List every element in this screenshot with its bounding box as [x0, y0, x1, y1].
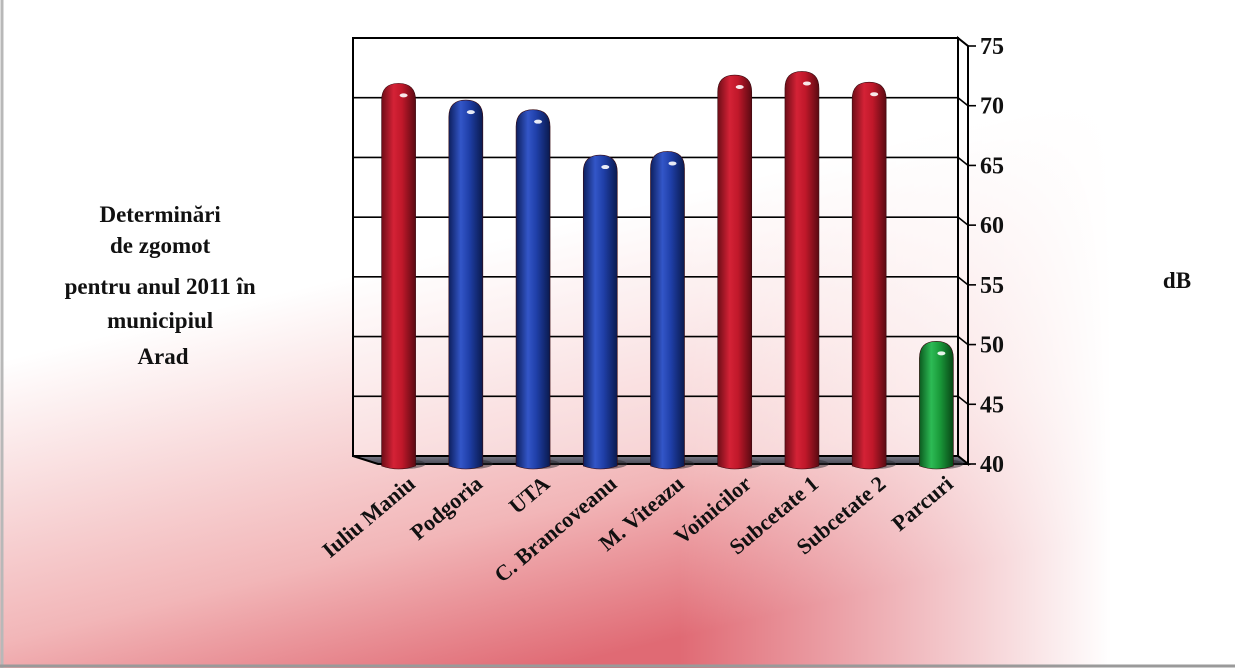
bar-group — [717, 74, 762, 470]
bar — [582, 154, 618, 470]
title-line: pentru anul 2011 în — [65, 274, 256, 299]
chart-title: Determinări de zgomot pentru anul 2011 î… — [65, 202, 262, 369]
bar-highlight — [735, 85, 744, 90]
bars — [381, 71, 964, 470]
grid-line-side — [957, 97, 969, 107]
bar — [650, 151, 685, 470]
y-tick-label: 65 — [980, 153, 1004, 179]
bar — [717, 74, 753, 470]
bar-highlight — [399, 93, 408, 98]
bar-group — [515, 109, 561, 470]
y-axis-label: dB — [1163, 268, 1191, 293]
bar — [448, 99, 484, 470]
title-line: de zgomot — [110, 233, 211, 258]
bar-group — [448, 99, 493, 470]
bar-group — [650, 151, 695, 470]
grid-line-side — [957, 395, 969, 405]
y-tick-labels: 75 70 65 60 55 50 45 40 — [968, 34, 1004, 478]
grid-line-side — [957, 156, 969, 167]
bar — [784, 71, 820, 470]
bar-group — [784, 71, 829, 470]
bar — [851, 81, 887, 470]
bar-highlight — [601, 165, 610, 170]
bar-highlight — [668, 161, 677, 166]
y-tick-label: 60 — [980, 213, 1004, 239]
bar-highlight — [937, 351, 946, 356]
grid-line-side — [957, 216, 969, 226]
title-line: Arad — [137, 344, 188, 369]
title-line: municipiul — [107, 308, 213, 333]
y-tick-label: 70 — [980, 94, 1004, 120]
bar — [919, 341, 954, 470]
y-tick-label: 40 — [980, 452, 1004, 478]
bar-group — [851, 81, 897, 470]
bar-highlight — [534, 119, 543, 124]
y-tick-label: 55 — [980, 273, 1004, 299]
bar-group — [919, 341, 964, 470]
grid-line-side — [957, 276, 969, 286]
bar-group — [582, 154, 628, 470]
bar-highlight — [466, 110, 475, 115]
y-tick-label: 45 — [980, 392, 1004, 418]
title-line: Determinări — [99, 202, 221, 227]
y-tick-label: 50 — [980, 333, 1004, 359]
bar-highlight — [870, 92, 879, 97]
grid-line-side — [957, 335, 969, 346]
bar-group — [381, 83, 426, 470]
bar-highlight — [802, 81, 811, 86]
grid-line-side — [957, 37, 969, 47]
bar — [381, 83, 416, 470]
y-tick-label: 75 — [980, 34, 1004, 60]
bar — [515, 109, 551, 470]
